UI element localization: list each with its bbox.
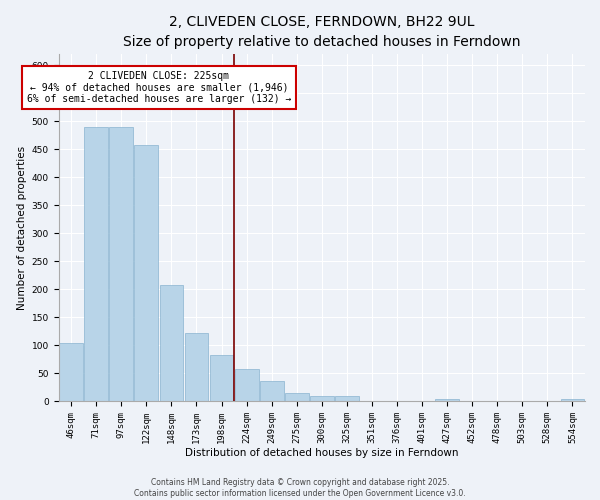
Bar [235,370,259,402]
Bar [260,380,284,402]
Text: 2 CLIVEDEN CLOSE: 225sqm
← 94% of detached houses are smaller (1,946)
6% of semi: 2 CLIVEDEN CLOSE: 225sqm ← 94% of detach… [26,70,291,104]
Bar [109,126,133,402]
Bar [85,126,108,402]
Y-axis label: Number of detached properties: Number of detached properties [17,146,28,310]
Bar [59,342,83,402]
Bar [560,398,584,402]
Bar [310,396,334,402]
Bar [185,333,208,402]
Text: Contains HM Land Registry data © Crown copyright and database right 2025.
Contai: Contains HM Land Registry data © Crown c… [134,478,466,498]
Title: 2, CLIVEDEN CLOSE, FERNDOWN, BH22 9UL
Size of property relative to detached hous: 2, CLIVEDEN CLOSE, FERNDOWN, BH22 9UL Si… [123,15,521,48]
Bar [160,285,184,402]
Bar [285,393,308,402]
Bar [134,144,158,402]
Bar [209,355,233,402]
X-axis label: Distribution of detached houses by size in Ferndown: Distribution of detached houses by size … [185,448,458,458]
Bar [435,398,459,402]
Bar [335,396,359,402]
